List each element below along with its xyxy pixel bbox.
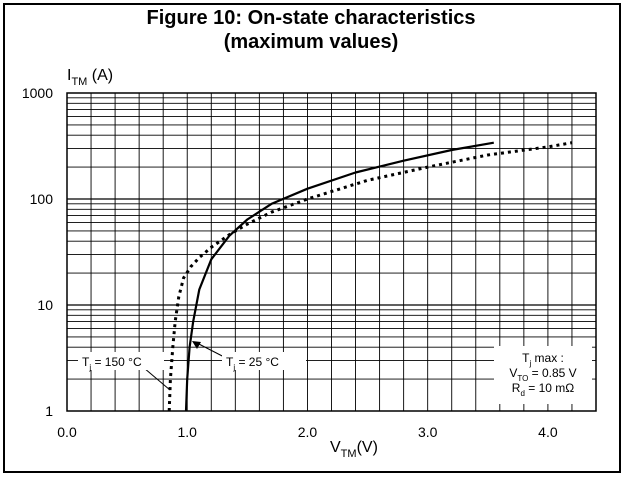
annotation-label: Tj = 150 °C [82, 355, 142, 372]
y-tick-label: 1000 [22, 85, 53, 101]
parameter-line: VTO = 0.85 V [509, 366, 576, 383]
y-tick-label: 100 [30, 191, 54, 207]
x-tick-label: 3.0 [418, 424, 438, 440]
axes [66, 92, 597, 412]
series-group [167, 141, 573, 412]
arrow-head [192, 341, 201, 349]
annotation-arrow [143, 367, 171, 391]
parameter-line: Tj max : [522, 351, 564, 368]
x-tick-label: 2.0 [298, 424, 318, 440]
chart-title: Figure 10: On-state characteristics (max… [0, 6, 622, 54]
x-tick-label: 4.0 [538, 424, 558, 440]
grid-lines [67, 93, 596, 411]
x-axis-label: VTM(V) [330, 439, 378, 460]
annotation-label: Tj = 25 °C [226, 355, 279, 372]
plot-border [66, 92, 597, 412]
series-line-1 [184, 141, 494, 412]
series-line-2 [167, 141, 573, 412]
chart-title-line-1: Figure 10: On-state characteristics [146, 7, 476, 29]
x-tick-label: 1.0 [177, 424, 197, 440]
parameter-box [494, 346, 592, 404]
x-tick-label: 0.0 [57, 424, 77, 440]
y-tick-label: 1 [45, 403, 53, 419]
annotation-bg [222, 352, 306, 370]
y-axis-label: ITM (A) [67, 67, 113, 88]
chart-title-line-2: (maximum values) [223, 31, 399, 53]
labels-group: 0.0 1.0 2.0 3.0 4.0 1 10 100 1000 ITM (A) VTM(V) Tj… [22, 67, 592, 460]
parameter-line: Rd = 10 mΩ [512, 381, 574, 398]
annotation-bg [78, 352, 164, 370]
y-tick-label: 10 [37, 297, 53, 313]
